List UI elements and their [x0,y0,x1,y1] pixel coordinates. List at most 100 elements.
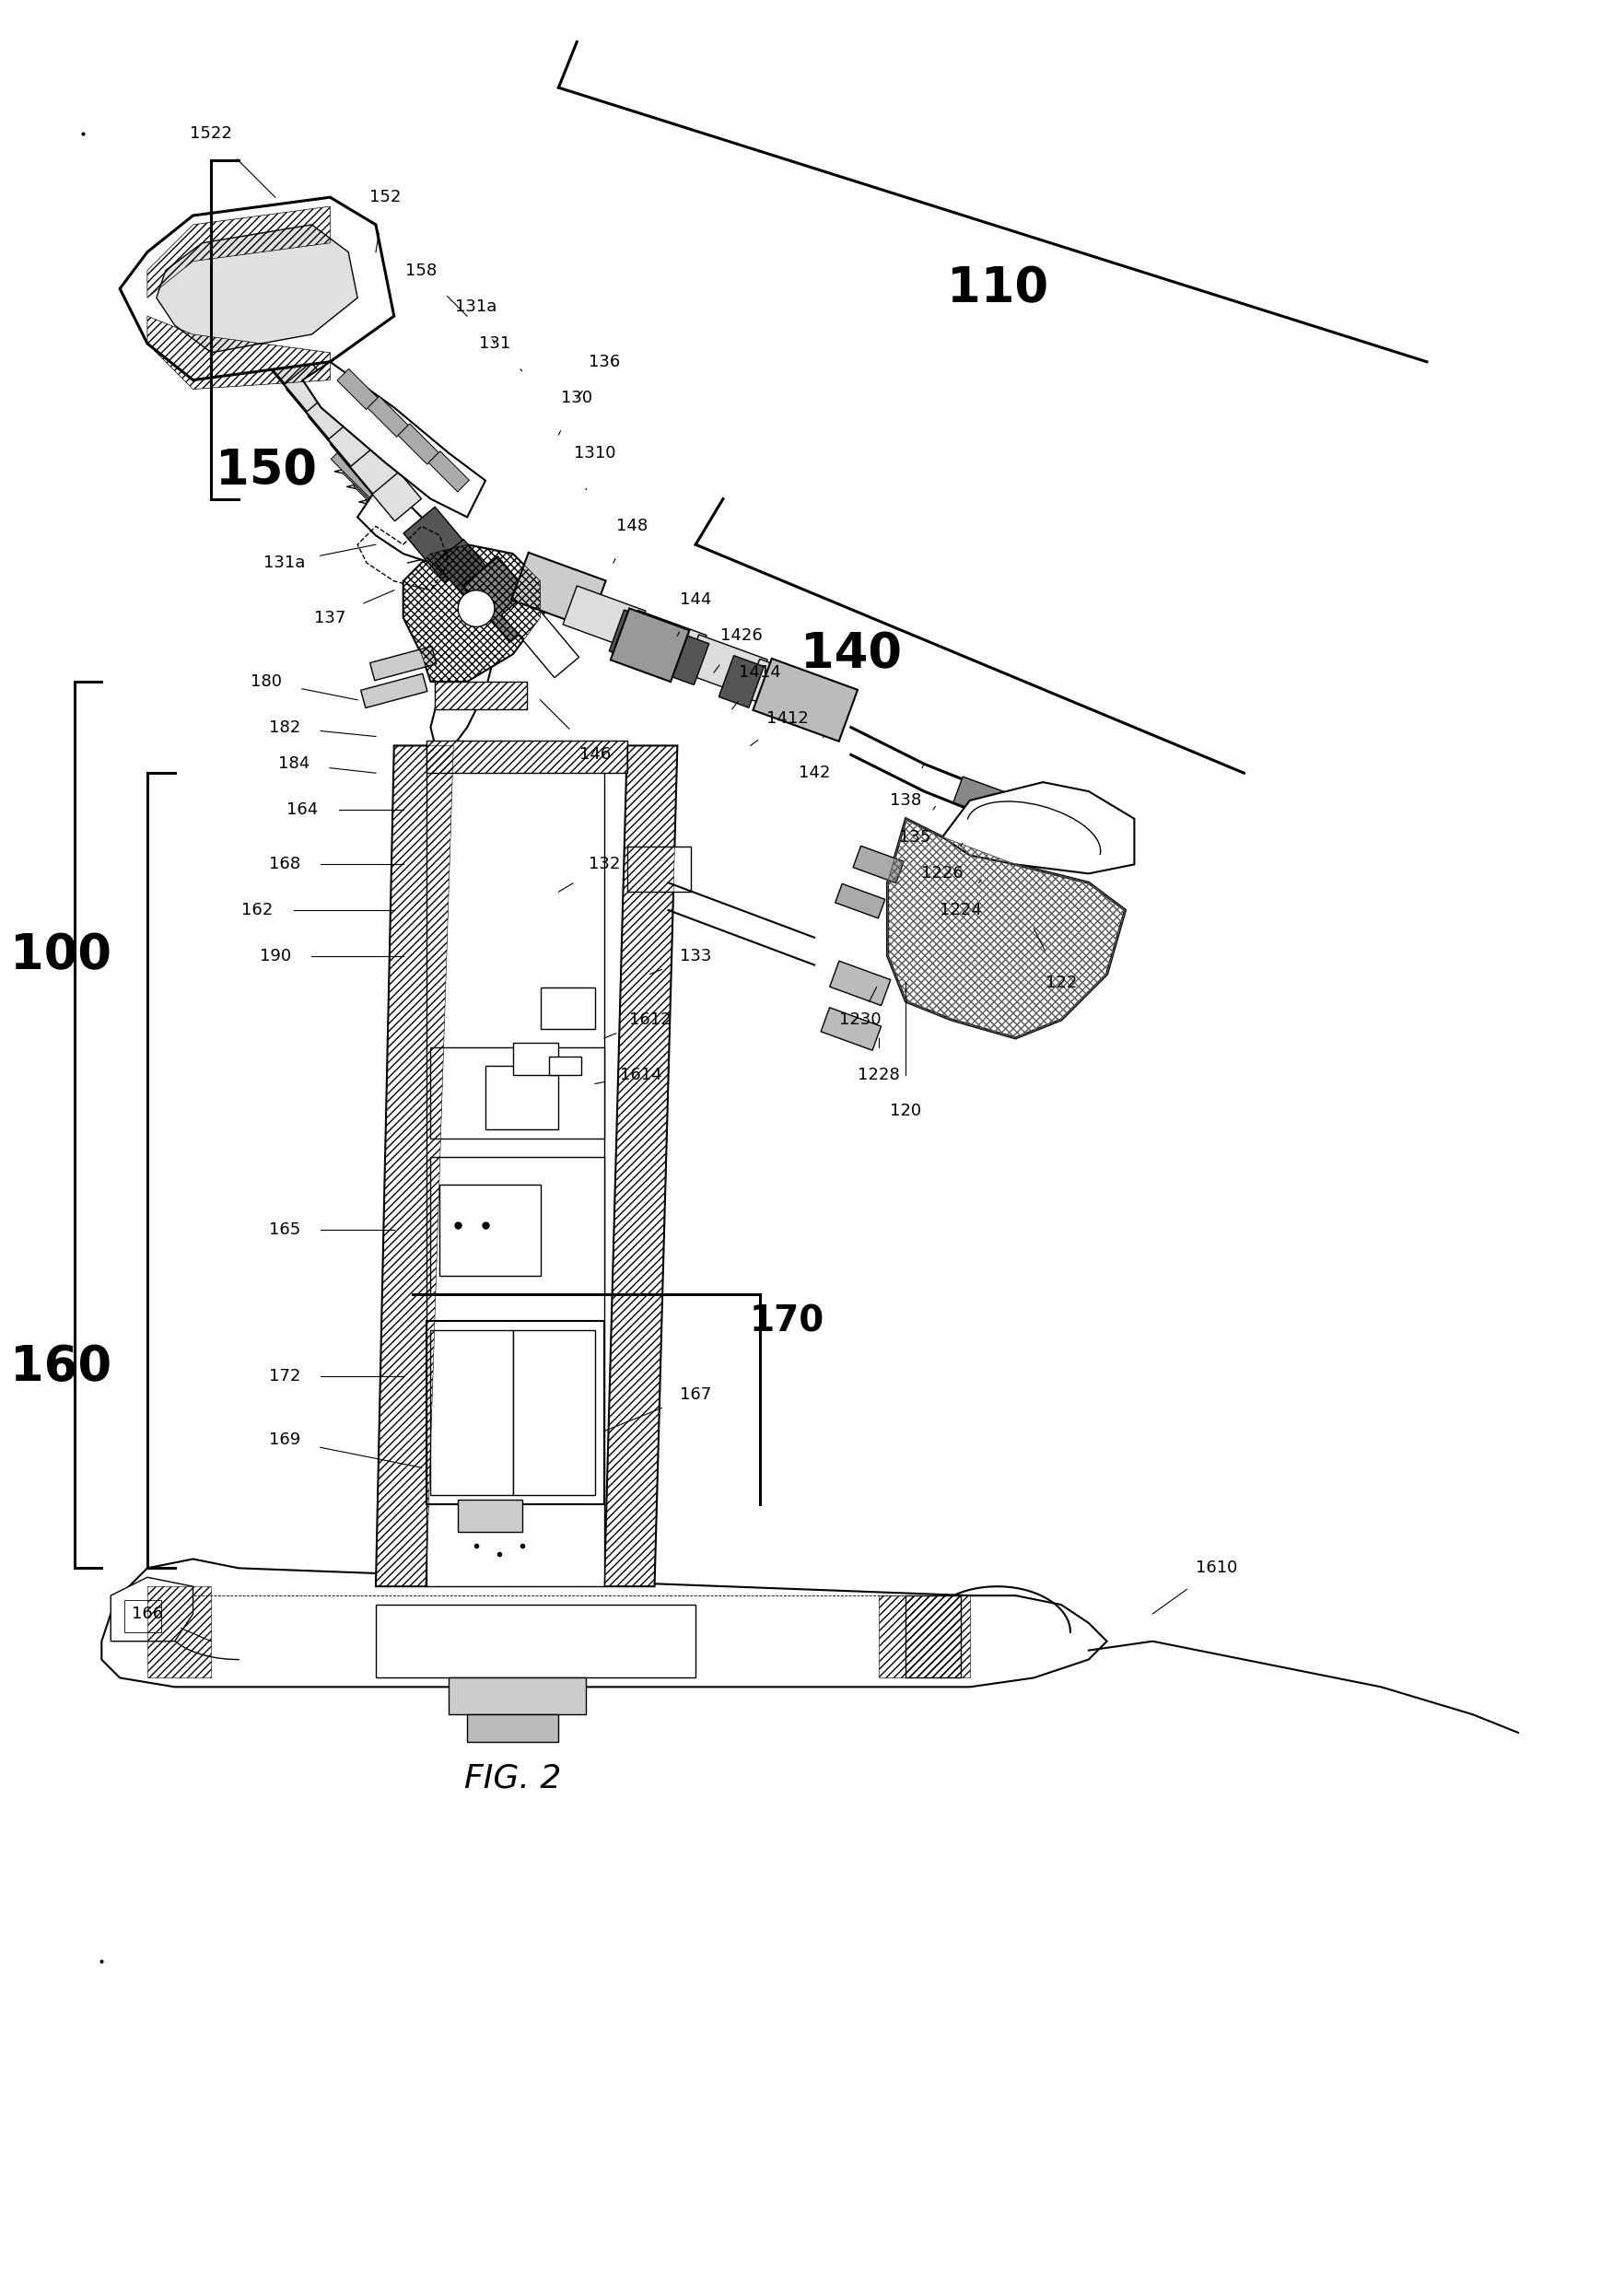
Text: 100: 100 [10,932,110,980]
Polygon shape [221,284,312,385]
Polygon shape [377,499,430,552]
Polygon shape [302,362,486,518]
Polygon shape [853,845,905,884]
Text: 135: 135 [900,829,931,845]
Text: 1412: 1412 [767,710,809,726]
Text: 150: 150 [216,447,317,495]
Polygon shape [338,369,378,410]
Polygon shape [370,646,437,680]
Polygon shape [830,962,890,1005]
Text: 1230: 1230 [840,1012,882,1028]
Text: 130: 130 [562,389,593,408]
Bar [440,1184,541,1276]
Polygon shape [354,472,408,524]
Polygon shape [609,609,654,662]
Circle shape [458,591,495,627]
Text: 1414: 1414 [739,664,781,680]
Text: 152: 152 [369,190,401,206]
Polygon shape [331,444,383,497]
Polygon shape [367,396,408,437]
Text: 1226: 1226 [921,866,963,882]
Polygon shape [719,655,763,708]
Polygon shape [835,884,885,918]
Polygon shape [398,424,438,465]
Text: 180: 180 [250,673,283,689]
Text: 142: 142 [799,765,830,781]
Polygon shape [357,490,448,563]
Polygon shape [156,224,357,353]
Text: 1614: 1614 [620,1067,663,1083]
Polygon shape [502,593,580,678]
Polygon shape [611,609,689,682]
Bar [486,1065,559,1129]
Text: 131a: 131a [263,554,305,570]
Text: 146: 146 [580,747,611,763]
Text: 122: 122 [1046,976,1077,992]
Text: 166: 166 [132,1605,162,1621]
Bar [458,1500,521,1532]
Text: 136: 136 [588,353,620,371]
Text: 184: 184 [278,756,309,772]
Polygon shape [120,197,395,380]
Bar [448,1679,586,1715]
Polygon shape [435,682,526,710]
Bar [513,1042,559,1074]
Polygon shape [564,586,646,650]
Text: 1522: 1522 [190,126,232,142]
Polygon shape [102,1559,1108,1688]
Text: 182: 182 [268,719,300,735]
Text: 1310: 1310 [575,444,615,463]
Bar [430,1330,513,1495]
Bar [468,1715,559,1743]
Polygon shape [745,660,828,724]
Polygon shape [888,820,1125,1037]
Bar [549,1056,581,1074]
Text: 1426: 1426 [721,627,762,643]
Bar [430,1047,604,1138]
Polygon shape [624,609,706,673]
Polygon shape [942,783,1134,872]
Text: 1612: 1612 [628,1012,671,1028]
Text: 144: 144 [680,591,711,607]
Text: 169: 169 [268,1431,300,1450]
Polygon shape [361,673,427,708]
Text: 168: 168 [268,856,300,872]
Polygon shape [265,339,356,440]
Text: 165: 165 [268,1221,300,1239]
Bar [430,1156,604,1294]
Text: 158: 158 [406,261,437,279]
Text: 164: 164 [287,801,318,818]
Bar [425,747,604,1587]
Text: 1610: 1610 [1195,1559,1237,1576]
Text: 167: 167 [680,1385,711,1404]
Polygon shape [403,506,476,582]
Polygon shape [463,556,544,641]
Polygon shape [365,485,419,538]
Bar [541,987,594,1028]
Polygon shape [604,747,677,1587]
Text: 133: 133 [680,948,711,964]
Polygon shape [343,458,395,511]
Text: 132: 132 [588,856,620,872]
Bar [125,1601,161,1633]
Text: 138: 138 [890,792,922,808]
Text: 160: 160 [10,1344,110,1390]
Bar [375,1605,695,1679]
Text: 190: 190 [260,948,291,964]
Polygon shape [754,660,857,742]
Polygon shape [309,394,400,495]
Polygon shape [429,451,469,492]
Bar [627,845,692,891]
Polygon shape [820,1008,882,1051]
Text: 131: 131 [479,334,510,353]
Text: 1224: 1224 [940,902,983,918]
Text: 110: 110 [947,266,1047,314]
Text: 170: 170 [750,1303,825,1340]
Bar [513,1330,594,1495]
Polygon shape [110,1578,193,1642]
Polygon shape [242,311,333,412]
Polygon shape [435,538,499,605]
Text: 131a: 131a [455,298,497,316]
Bar [425,1321,604,1505]
Text: 162: 162 [242,902,273,918]
